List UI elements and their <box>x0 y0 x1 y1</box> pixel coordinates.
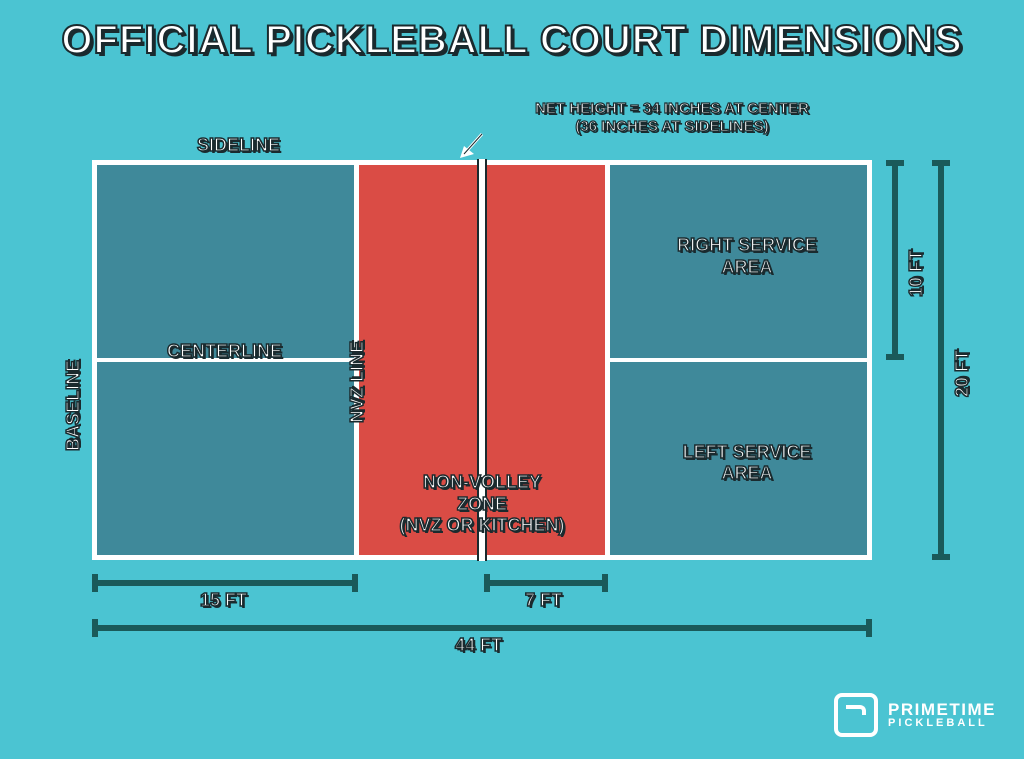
net-arrow-icon <box>456 130 486 160</box>
dim-10ft-bar <box>892 160 898 360</box>
logo-mark-icon <box>834 693 878 737</box>
logo-text: PRIMETIME PICKLEBALL <box>888 701 996 729</box>
dim-15ft-bar <box>92 580 358 586</box>
dim-20ft-bar <box>938 160 944 560</box>
dim-44ft-bar <box>92 625 872 631</box>
dim-20ft-label: 20 ft <box>952 350 973 397</box>
net-height-note: Net Height = 34 inches at center (36 inc… <box>472 100 872 136</box>
right-service-label: Right Service Area <box>647 235 847 278</box>
dim-10ft-label: 10 ft <box>906 250 927 297</box>
court-outline: Sideline Centerline Baseline NVZ Line No… <box>92 160 872 560</box>
logo-line1: PRIMETIME <box>888 701 996 718</box>
brand-logo: PRIMETIME PICKLEBALL <box>834 693 996 737</box>
dim-7ft-label: 7 ft <box>525 590 562 611</box>
centerline-label: Centerline <box>167 341 282 363</box>
dim-15ft-label: 15 ft <box>200 590 247 611</box>
nvz-line-label: NVZ Line <box>347 341 369 423</box>
baseline-label: Baseline <box>63 360 85 451</box>
court-diagram: Sideline Centerline Baseline NVZ Line No… <box>92 160 872 560</box>
page-title: Official Pickleball Court Dimensions <box>0 18 1024 63</box>
left-bottom-service <box>97 360 359 555</box>
dim-44ft-label: 44 ft <box>455 635 502 656</box>
left-service-label: Left Service Area <box>647 442 847 485</box>
nvz-zone-label: Non-Volley Zone (NVZ or Kitchen) <box>359 472 605 537</box>
left-top-service <box>97 165 359 360</box>
logo-line2: PICKLEBALL <box>888 718 996 729</box>
dim-7ft-bar <box>484 580 608 586</box>
sideline-label: Sideline <box>197 135 280 157</box>
